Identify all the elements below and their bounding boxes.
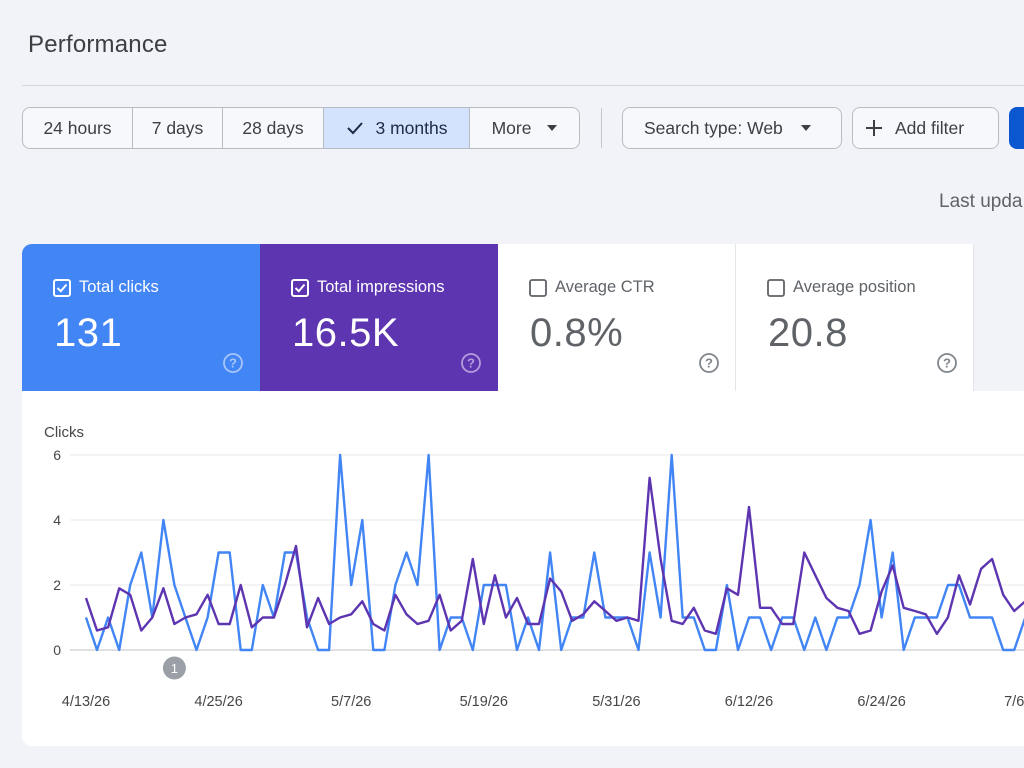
svg-text:?: ?: [705, 356, 713, 371]
metric-value: 0.8%: [530, 311, 624, 355]
x-tick-label: 5/19/26: [460, 694, 508, 710]
metric-value: 20.8: [768, 311, 848, 355]
x-tick-label: 7/6: [1004, 694, 1024, 710]
range-more-button[interactable]: More: [470, 108, 579, 148]
svg-text:?: ?: [229, 356, 237, 371]
x-tick-label: 4/13/26: [62, 694, 110, 710]
x-tick-label: 5/31/26: [592, 694, 640, 710]
search-type-dropdown[interactable]: Search type: Web: [622, 107, 842, 149]
y-tick-label: 4: [53, 512, 61, 528]
range-label: 28 days: [242, 117, 304, 138]
x-tick-label: 4/25/26: [194, 694, 242, 710]
page-title: Performance: [28, 31, 168, 58]
help-icon[interactable]: ?: [936, 352, 958, 374]
range-label: 3 months: [375, 117, 448, 138]
date-range-selector: 24 hours 7 days 28 days 3 months More: [22, 107, 580, 149]
plus-icon: [865, 119, 883, 137]
y-tick-label: 0: [53, 642, 61, 658]
y-tick-label: 2: [53, 577, 61, 593]
checkbox-checked-icon[interactable]: [53, 278, 71, 297]
metric-label-row: Total impressions: [291, 278, 444, 297]
checkbox-unchecked-icon[interactable]: [529, 278, 547, 297]
metric-value: 131: [54, 311, 123, 355]
metric-label-row: Average CTR: [529, 278, 655, 297]
annotation-marker[interactable]: [162, 656, 186, 680]
metric-label: Average CTR: [555, 278, 655, 296]
metric-card-total-impressions[interactable]: Total impressions 16.5K ?: [260, 244, 498, 391]
range-7-days-button[interactable]: 7 days: [133, 108, 223, 148]
range-label: 7 days: [151, 117, 204, 138]
impressions-series-line: [84, 476, 1024, 635]
caret-down-icon: [547, 125, 558, 131]
metric-label: Total impressions: [317, 278, 445, 296]
add-filter-button[interactable]: Add filter: [852, 107, 999, 149]
svg-text:?: ?: [943, 356, 951, 371]
add-filter-label: Add filter: [895, 117, 965, 138]
range-28-days-button[interactable]: 28 days: [223, 108, 324, 148]
caret-down-icon: [800, 125, 811, 131]
toolbar-separator: [601, 108, 602, 148]
help-icon[interactable]: ?: [698, 352, 720, 374]
metric-label: Average position: [793, 278, 916, 296]
x-tick-label: 6/12/26: [725, 694, 773, 710]
range-label: More: [491, 117, 532, 138]
metric-card-average-ctr[interactable]: Average CTR 0.8% ?: [498, 244, 736, 391]
check-icon: [346, 121, 364, 135]
export-button[interactable]: [1009, 107, 1024, 149]
x-tick-label: 6/24/26: [857, 694, 905, 710]
metric-label-row: Average position: [767, 278, 916, 297]
x-tick-label: 5/7/26: [331, 694, 371, 710]
metric-label-row: Total clicks: [53, 278, 159, 297]
chart-panel: [22, 391, 1024, 746]
checkbox-unchecked-icon[interactable]: [767, 278, 785, 297]
metric-card-average-position[interactable]: Average position 20.8 ?: [736, 244, 974, 391]
y-tick-label: 6: [53, 447, 61, 463]
title-divider: [22, 85, 1024, 86]
annotation-label: 1: [171, 661, 178, 676]
svg-text:?: ?: [467, 356, 475, 371]
metric-value: 16.5K: [292, 311, 400, 355]
checkbox-checked-icon[interactable]: [291, 278, 309, 297]
last-update-text: Last upda: [939, 191, 1023, 212]
clicks-series-line: [84, 453, 1024, 652]
search-type-label: Search type: Web: [644, 117, 783, 138]
help-icon[interactable]: ?: [460, 352, 482, 374]
metric-card-total-clicks[interactable]: Total clicks 131 ?: [22, 244, 260, 391]
range-3-months-button[interactable]: 3 months: [324, 108, 470, 148]
metric-label: Total clicks: [79, 278, 159, 296]
range-24-hours-button[interactable]: 24 hours: [23, 108, 133, 148]
help-icon[interactable]: ?: [222, 352, 244, 374]
chart-y-axis-title: Clicks: [44, 424, 84, 441]
metric-cards: Total clicks 131 ? Total impressions 16.…: [22, 244, 974, 391]
range-label: 24 hours: [43, 117, 112, 138]
